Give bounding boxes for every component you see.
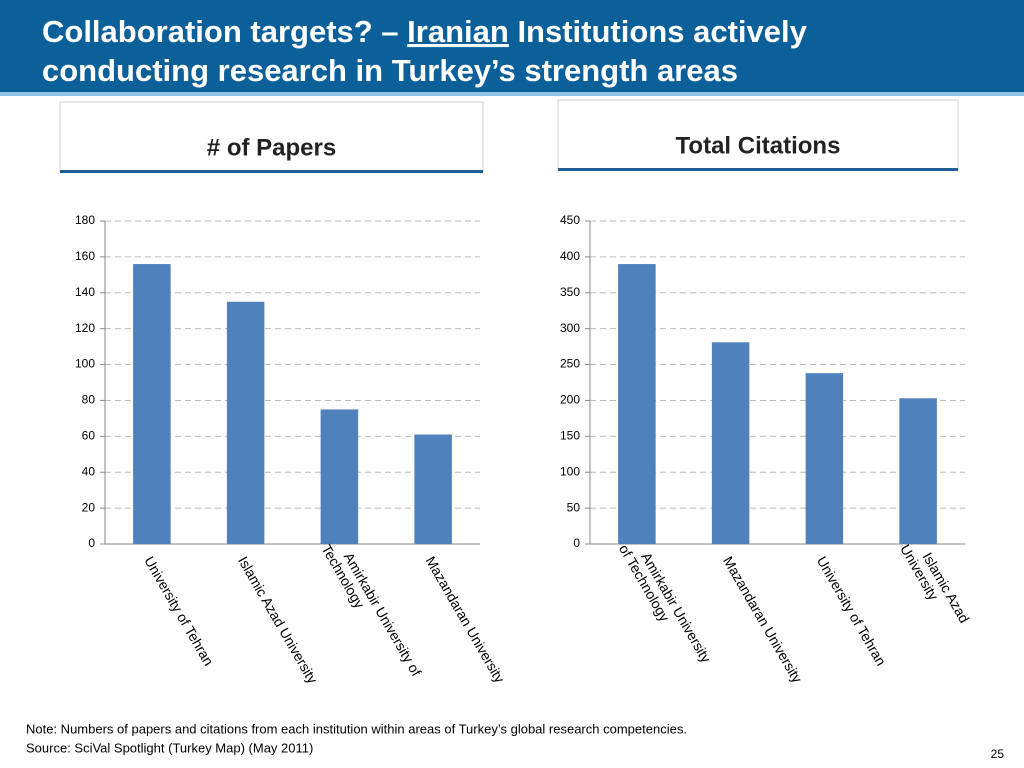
- note: Source: SciVal Spotlight (Turkey Map) (M…: [26, 740, 313, 755]
- title-box: [557, 99, 959, 171]
- bar: [711, 342, 750, 544]
- y-tick-label: 400: [560, 249, 580, 263]
- header-rule: [0, 92, 1024, 96]
- y-tick-label: 140: [75, 285, 95, 299]
- title-box-rule: [60, 170, 483, 173]
- chart-title: # of Papers: [207, 134, 336, 161]
- y-tick-label: 160: [75, 249, 95, 263]
- title-part: Iranian: [407, 14, 509, 49]
- slide-title: conducting research in Turkey’s strength…: [42, 53, 738, 88]
- y-tick-label: 200: [560, 393, 580, 407]
- bar: [805, 373, 844, 544]
- y-tick-label: 0: [88, 536, 95, 550]
- y-tick-label: 40: [82, 464, 96, 478]
- y-tick-label: 450: [560, 213, 580, 227]
- y-tick-label: 100: [560, 464, 580, 478]
- bar: [899, 398, 937, 544]
- y-tick-label: 350: [560, 285, 580, 299]
- y-tick-label: 180: [75, 213, 95, 227]
- bar: [226, 301, 265, 544]
- y-tick-label: 80: [82, 393, 96, 407]
- y-tick-label: 60: [82, 429, 96, 443]
- y-tick-label: 250: [560, 357, 580, 371]
- y-tick-label: 120: [75, 321, 95, 335]
- y-tick-label: 100: [75, 357, 95, 371]
- y-tick-label: 50: [567, 500, 581, 514]
- y-tick-label: 150: [560, 429, 580, 443]
- bar: [618, 264, 656, 544]
- y-tick-label: 20: [82, 500, 96, 514]
- chart-title: Total Citations: [676, 132, 841, 159]
- y-tick-label: 300: [560, 321, 580, 335]
- note: Note: Numbers of papers and citations fr…: [26, 721, 687, 736]
- bar: [320, 409, 359, 544]
- title-part: Institutions actively: [509, 14, 808, 49]
- title-part: Collaboration targets? –: [42, 14, 407, 49]
- slide-title: Collaboration targets? – Iranian Institu…: [42, 14, 808, 49]
- bar: [133, 264, 171, 544]
- header-bar: [0, 0, 1024, 92]
- y-tick-label: 0: [573, 536, 580, 550]
- page-number: 25: [991, 747, 1005, 761]
- title-box-rule: [558, 168, 958, 171]
- bar: [414, 434, 452, 544]
